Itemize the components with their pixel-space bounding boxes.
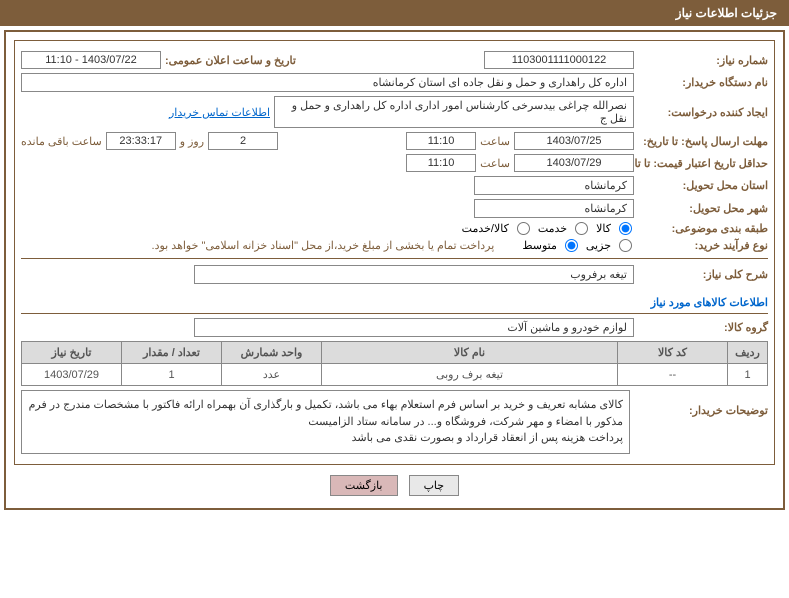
purchase-note: پرداخت تمام یا بخشی از مبلغ خرید،از محل … <box>152 239 495 252</box>
radio-partial-label: جزیی <box>586 239 611 252</box>
field-buyer-desc: کالای مشابه تعریف و خرید بر اساس فرم است… <box>21 390 630 454</box>
field-announce-date: 1403/07/22 - 11:10 <box>21 51 161 69</box>
row-category-type: طبقه بندی موضوعی: کالا خدمت کالا/خدمت <box>21 222 768 235</box>
row-requester: ایجاد کننده درخواست: نصرالله چراغی بیدسر… <box>21 96 768 128</box>
row-purchase-type: نوع فرآیند خرید: جزیی متوسط پرداخت تمام … <box>21 239 768 252</box>
row-response-deadline: مهلت ارسال پاسخ: تا تاریخ: 1403/07/25 سا… <box>21 132 768 150</box>
th-unit: واحد شمارش <box>222 342 322 364</box>
radio-medium[interactable] <box>565 239 578 252</box>
td-name: تیغه برف روبی <box>322 364 618 386</box>
link-buyer-contact[interactable]: اطلاعات تماس خریدار <box>169 106 270 119</box>
row-need-number: شماره نیاز: 1103001111000122 تاریخ و ساع… <box>21 51 768 69</box>
field-general-desc: تیغه برفروب <box>194 265 634 284</box>
th-date: تاریخ نیاز <box>22 342 122 364</box>
th-code: کد کالا <box>618 342 728 364</box>
radio-goods-service[interactable] <box>517 222 530 235</box>
label-city: شهر محل تحویل: <box>638 202 768 215</box>
table-row: 1 -- تیغه برف روبی عدد 1 1403/07/29 <box>22 364 768 386</box>
label-remaining: ساعت باقی مانده <box>21 135 102 148</box>
label-purchase-type: نوع فرآیند خرید: <box>638 239 768 252</box>
goods-table: ردیف کد کالا نام کالا واحد شمارش تعداد /… <box>21 341 768 386</box>
back-button[interactable]: بازگشت <box>330 475 398 496</box>
radio-goods-service-label: کالا/خدمت <box>462 222 509 235</box>
label-goods-group: گروه کالا: <box>638 321 768 334</box>
table-header-row: ردیف کد کالا نام کالا واحد شمارش تعداد /… <box>22 342 768 364</box>
outer-panel: شماره نیاز: 1103001111000122 تاریخ و ساع… <box>4 30 785 510</box>
field-goods-group: لوازم خودرو و ماشین آلات <box>194 318 634 337</box>
td-code: -- <box>618 364 728 386</box>
radio-service[interactable] <box>575 222 588 235</box>
label-category: طبقه بندی موضوعی: <box>638 222 768 235</box>
td-row: 1 <box>728 364 768 386</box>
button-row: چاپ بازگشت <box>14 475 775 496</box>
field-province: کرمانشاه <box>474 176 634 195</box>
section-goods-info: اطلاعات کالاهای مورد نیاز <box>21 292 768 314</box>
td-qty: 1 <box>122 364 222 386</box>
label-province: استان محل تحویل: <box>638 179 768 192</box>
panel-header: جزئیات اطلاعات نیاز <box>0 0 789 26</box>
row-delivery-province: استان محل تحویل: کرمانشاه <box>21 176 768 195</box>
label-response-deadline: مهلت ارسال پاسخ: تا تاریخ: <box>638 135 768 148</box>
label-validity: حداقل تاریخ اعتبار قیمت: تا تاریخ: <box>638 157 768 170</box>
label-need-number: شماره نیاز: <box>638 54 768 67</box>
row-buyer-desc: توضیحات خریدار: کالای مشابه تعریف و خرید… <box>21 390 768 454</box>
td-date: 1403/07/29 <box>22 364 122 386</box>
radio-goods[interactable] <box>619 222 632 235</box>
field-response-date: 1403/07/25 <box>514 132 634 150</box>
field-time-remaining: 23:33:17 <box>106 132 176 150</box>
label-time1: ساعت <box>480 135 510 148</box>
field-days-remaining: 2 <box>208 132 278 150</box>
radio-group-purchase: جزیی متوسط <box>522 239 634 252</box>
label-buyer-desc: توضیحات خریدار: <box>638 390 768 417</box>
inner-panel: شماره نیاز: 1103001111000122 تاریخ و ساع… <box>14 40 775 465</box>
row-goods-group: گروه کالا: لوازم خودرو و ماشین آلات <box>21 318 768 337</box>
th-row: ردیف <box>728 342 768 364</box>
row-validity-deadline: حداقل تاریخ اعتبار قیمت: تا تاریخ: 1403/… <box>21 154 768 172</box>
field-requester: نصرالله چراغی بیدسرخی کارشناس امور اداری… <box>274 96 634 128</box>
field-buyer-org: اداره کل راهداری و حمل و نقل جاده ای است… <box>21 73 634 92</box>
divider-1 <box>21 258 768 259</box>
td-unit: عدد <box>222 364 322 386</box>
radio-service-label: خدمت <box>538 222 567 235</box>
field-response-time: 11:10 <box>406 132 476 150</box>
radio-goods-label: کالا <box>596 222 611 235</box>
radio-medium-label: متوسط <box>522 239 557 252</box>
th-name: نام کالا <box>322 342 618 364</box>
field-validity-date: 1403/07/29 <box>514 154 634 172</box>
label-requester: ایجاد کننده درخواست: <box>638 106 768 119</box>
field-need-number: 1103001111000122 <box>484 51 634 69</box>
field-city: کرمانشاه <box>474 199 634 218</box>
label-general-desc: شرح کلی نیاز: <box>638 268 768 281</box>
row-delivery-city: شهر محل تحویل: کرمانشاه <box>21 199 768 218</box>
row-buyer-org: نام دستگاه خریدار: اداره کل راهداری و حم… <box>21 73 768 92</box>
label-buyer-org: نام دستگاه خریدار: <box>638 76 768 89</box>
row-general-desc: شرح کلی نیاز: تیغه برفروب <box>21 265 768 284</box>
label-days: روز و <box>180 135 204 148</box>
label-announce-date: تاریخ و ساعت اعلان عمومی: <box>165 54 296 67</box>
print-button[interactable]: چاپ <box>409 475 460 496</box>
radio-partial[interactable] <box>619 239 632 252</box>
field-validity-time: 11:10 <box>406 154 476 172</box>
label-time2: ساعت <box>480 157 510 170</box>
th-qty: تعداد / مقدار <box>122 342 222 364</box>
radio-group-category: کالا خدمت کالا/خدمت <box>462 222 634 235</box>
